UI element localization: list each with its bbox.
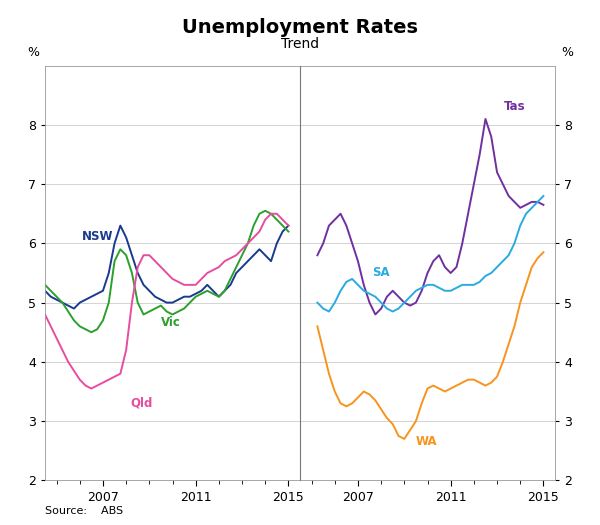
Text: %: % bbox=[27, 46, 39, 59]
Text: WA: WA bbox=[416, 435, 437, 448]
Text: Tas: Tas bbox=[504, 100, 526, 113]
Text: Qld: Qld bbox=[131, 396, 153, 410]
Text: Trend: Trend bbox=[281, 37, 319, 51]
Text: Source:    ABS: Source: ABS bbox=[45, 507, 123, 517]
Text: SA: SA bbox=[372, 266, 389, 279]
Text: Vic: Vic bbox=[161, 317, 181, 329]
Text: NSW: NSW bbox=[82, 230, 113, 244]
Text: %: % bbox=[561, 46, 573, 59]
Text: Unemployment Rates: Unemployment Rates bbox=[182, 18, 418, 37]
